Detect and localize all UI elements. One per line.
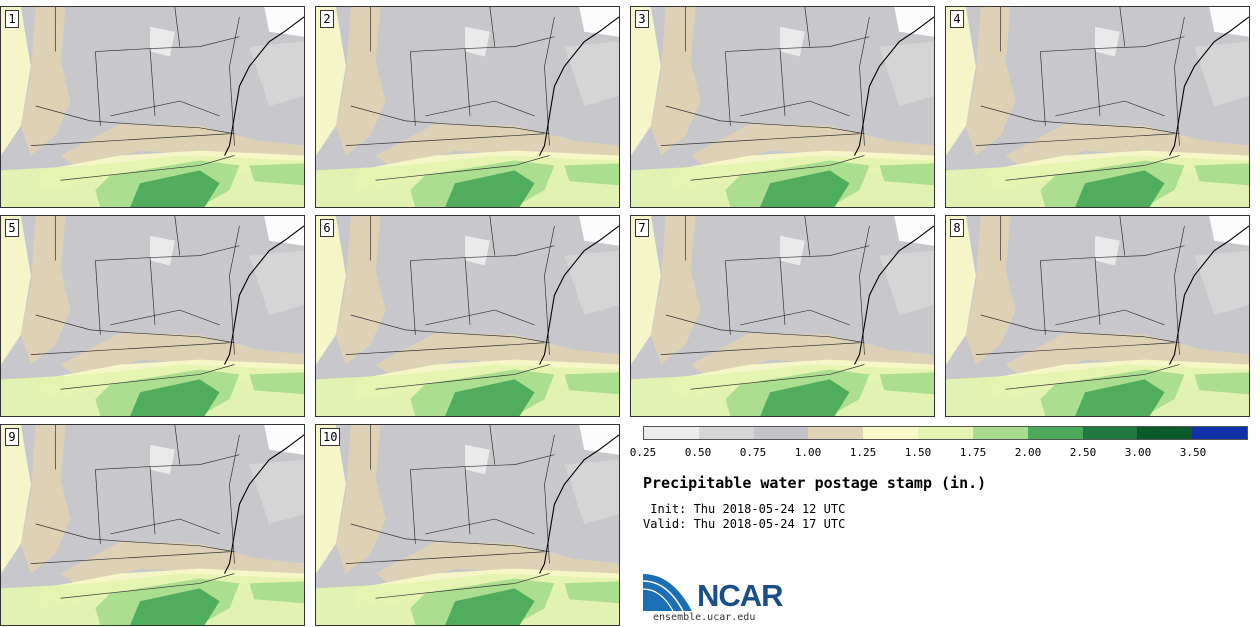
pw-map [1, 7, 304, 207]
stamp-panel: 9 [0, 424, 305, 626]
stamp-number: 8 [950, 219, 964, 237]
legend-tick: 1.00 [794, 446, 822, 459]
stamp-number: 1 [5, 10, 19, 28]
legend-swatch [972, 427, 1028, 439]
legend-tick: 2.00 [1014, 446, 1042, 459]
legend-swatch [1192, 427, 1247, 439]
stamp-panel: 1 [0, 6, 305, 208]
website-url[interactable]: ensemble.ucar.edu [653, 612, 756, 623]
legend-swatch [644, 427, 699, 439]
pw-map [631, 216, 934, 416]
legend-swatch [753, 427, 809, 439]
ncar-logo-icon [643, 572, 694, 612]
legend-swatch [1082, 427, 1138, 439]
legend-tick: 0.50 [684, 446, 712, 459]
legend-swatch [918, 427, 973, 439]
stamp-number: 10 [320, 428, 341, 446]
figure-title: Precipitable water postage stamp (in.) [643, 474, 987, 492]
legend-swatch [698, 427, 754, 439]
legend-tick: 3.00 [1124, 446, 1152, 459]
legend-swatch [1137, 427, 1193, 439]
legend-swatch [863, 427, 919, 439]
init-time: Init: Thu 2018-05-24 12 UTC [643, 502, 846, 516]
pw-map [316, 216, 619, 416]
legend-tick: 0.75 [739, 446, 767, 459]
stamp-panel: 10 [315, 424, 620, 626]
stamp-panel: 4 [945, 6, 1250, 208]
pw-map [946, 216, 1249, 416]
legend-swatch [808, 427, 864, 439]
stamp-panel: 6 [315, 215, 620, 417]
pw-map [631, 7, 934, 207]
valid-time: Valid: Thu 2018-05-24 17 UTC [643, 517, 846, 531]
legend-swatch [1027, 427, 1083, 439]
pw-map [946, 7, 1249, 207]
legend-tick: 1.75 [959, 446, 987, 459]
pw-map [316, 425, 619, 625]
stamp-panel: 7 [630, 215, 935, 417]
pw-map [316, 7, 619, 207]
stamp-number: 6 [320, 219, 334, 237]
stamp-panel: 8 [945, 215, 1250, 417]
logo-wordmark: NCAR [697, 578, 784, 613]
pw-map [1, 425, 304, 625]
legend-tick: 0.25 [629, 446, 657, 459]
stamp-panel: 5 [0, 215, 305, 417]
stamp-number: 5 [5, 219, 19, 237]
stamp-number: 7 [635, 219, 649, 237]
legend-tick: 2.50 [1069, 446, 1097, 459]
legend-colorbar [643, 426, 1248, 440]
stamp-number: 3 [635, 10, 649, 28]
stamp-panel: 2 [315, 6, 620, 208]
pw-map [1, 216, 304, 416]
stamp-number: 9 [5, 428, 19, 446]
legend-tick: 1.50 [904, 446, 932, 459]
legend-ticks: 0.25 0.50 0.75 1.00 1.25 1.50 1.75 2.00 … [630, 446, 1248, 460]
stamp-number: 4 [950, 10, 964, 28]
stamp-number: 2 [320, 10, 334, 28]
legend-tick: 3.50 [1179, 446, 1207, 459]
stamp-panel: 3 [630, 6, 935, 208]
legend-tick: 1.25 [849, 446, 877, 459]
